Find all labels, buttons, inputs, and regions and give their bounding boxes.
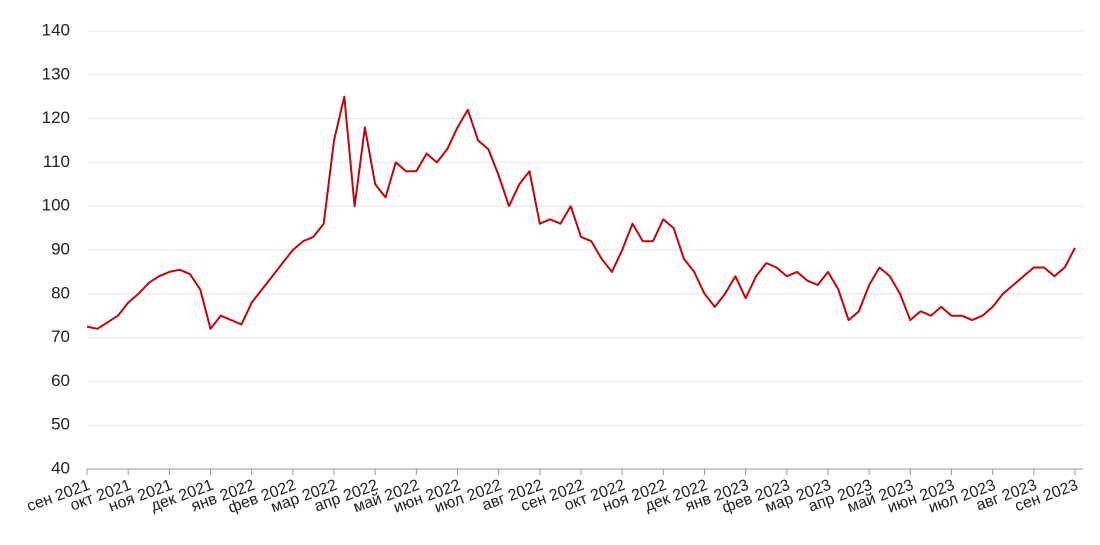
line-series bbox=[86, 95, 1076, 330]
y-tick-label: 90 bbox=[51, 239, 70, 258]
y-tick-label: 40 bbox=[51, 458, 70, 477]
y-tick-label: 140 bbox=[42, 20, 70, 39]
y-tick-label: 70 bbox=[51, 327, 70, 346]
y-tick-label: 60 bbox=[51, 371, 70, 390]
y-tick-label: 100 bbox=[42, 196, 70, 215]
y-tick-label: 110 bbox=[43, 152, 70, 171]
y-tick-label: 130 bbox=[42, 64, 70, 83]
y-tick-label: 50 bbox=[51, 415, 70, 434]
y-tick-label: 80 bbox=[51, 283, 70, 302]
y-tick-label: 120 bbox=[42, 108, 70, 127]
